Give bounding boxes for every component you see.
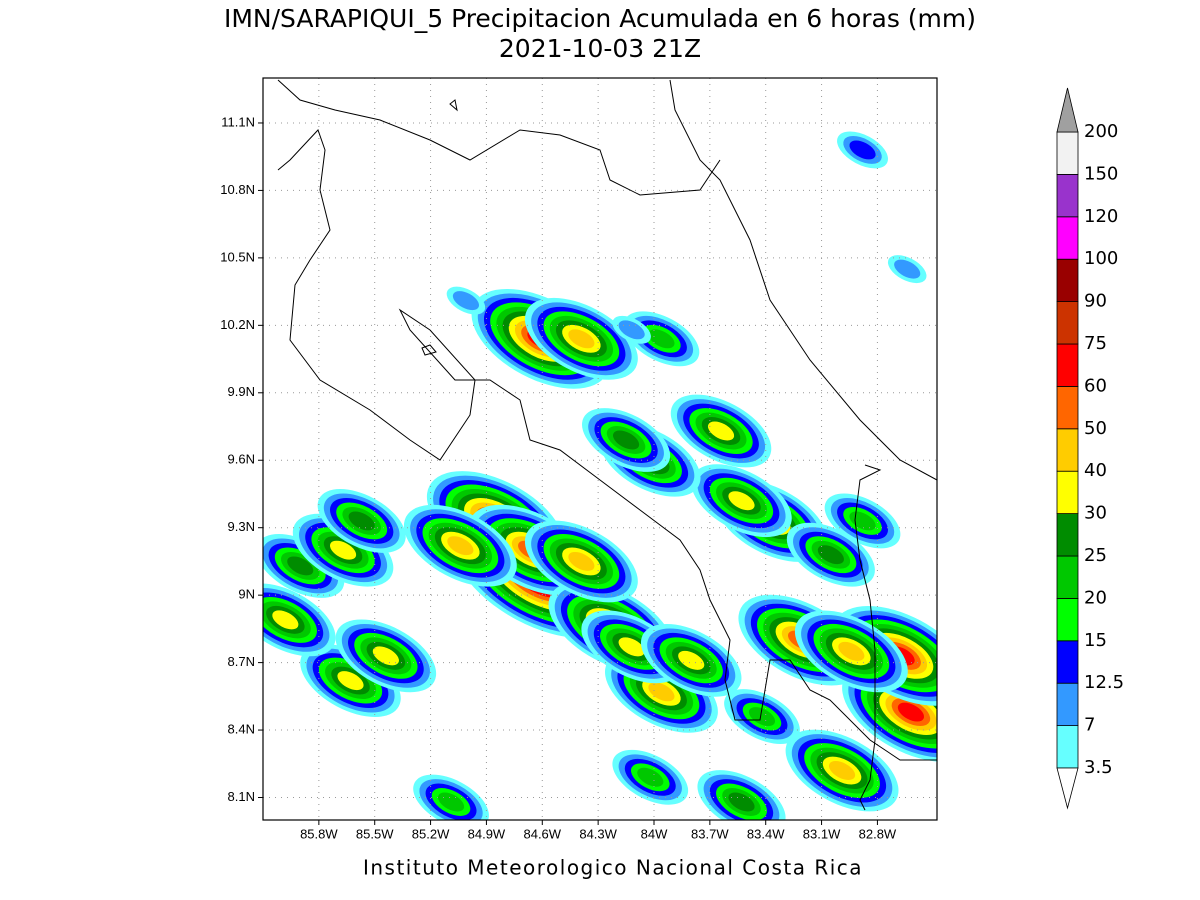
colorbar-label: 50 [1084, 418, 1107, 439]
precip-cell [648, 329, 675, 349]
precip-cell [849, 140, 876, 160]
island [449, 99, 458, 112]
x-tick-label: 82.8W [859, 826, 897, 841]
y-tick-label: 9.3N [228, 519, 255, 534]
y-tick-label: 10.2N [220, 317, 255, 332]
precip-cell [337, 671, 364, 691]
colorbar-band [1056, 640, 1079, 684]
colorbar-label: 120 [1084, 206, 1118, 227]
subtitle: 2021-10-03 21Z [499, 34, 701, 63]
colorbar-label: 90 [1084, 291, 1107, 312]
coastlines [277, 79, 937, 811]
precip-cell [329, 540, 357, 560]
map-frame [262, 77, 938, 821]
colorbar-band [1056, 173, 1079, 218]
colorbar-band [1056, 428, 1079, 472]
precip-cell [348, 511, 375, 531]
precip-cell [817, 545, 844, 565]
colorbar-band [1056, 385, 1079, 430]
precip-cell [838, 641, 865, 661]
colorbar-label: 12.5 [1084, 672, 1124, 693]
y-tick-label: 10.8N [220, 182, 255, 197]
colorbar-label: 30 [1084, 503, 1107, 524]
x-tick-label: 83.1W [803, 826, 841, 841]
precip-cell [372, 646, 399, 666]
colorbar-label: 100 [1084, 248, 1118, 269]
precip-cell [437, 792, 465, 812]
colorbar-label: 3.5 [1084, 757, 1113, 778]
y-tick-label: 9.9N [228, 384, 255, 399]
colorbar-band [1056, 555, 1079, 599]
y-tick-label: 8.4N [228, 721, 255, 736]
colorbar-band [1056, 258, 1079, 303]
colorbar-band [1056, 301, 1079, 345]
colorbar-label: 60 [1084, 375, 1107, 396]
precip-cell [748, 707, 776, 727]
colorbar-label: 200 [1084, 121, 1118, 142]
colorbar-label: 40 [1084, 460, 1107, 481]
x-tick-label: 83.4W [747, 826, 785, 841]
precip-cell [648, 682, 675, 702]
y-tick-label: 8.7N [228, 654, 255, 669]
precip-cell [637, 767, 664, 787]
colorbar-over [1056, 87, 1079, 133]
y-tick-label: 9.6N [228, 452, 255, 467]
x-tick-label: 84W [641, 826, 668, 841]
colorbar-under [1056, 767, 1079, 810]
precip-cell [287, 556, 314, 576]
panama-border [854, 464, 882, 811]
precip-cell [728, 792, 755, 812]
colorbar-band [1056, 131, 1079, 175]
colorbar-label: 15 [1084, 630, 1107, 651]
x-tick-label: 84.6W [523, 826, 561, 841]
precip-cell [612, 430, 640, 450]
x-tick-label: 85.8W [300, 826, 338, 841]
colorbar-band [1056, 725, 1079, 769]
precip-cell [452, 291, 480, 311]
y-tick-label: 10.5N [220, 249, 255, 264]
colorbar: 3.5 7 12.5 15 20 25 30 40 50 60 75 90 100 120 150 200 [1056, 87, 1124, 810]
colorbar-band [1056, 216, 1079, 260]
precip-cell [828, 761, 856, 781]
precip-cell [618, 320, 645, 340]
x-tick-label: 84.3W [579, 826, 617, 841]
x-tick-label: 85.2W [412, 826, 450, 841]
colorbar-label: 150 [1084, 163, 1118, 184]
title: IMN/SARAPIQUI_5 Precipitacion Acumulada … [224, 4, 976, 33]
x-tick-label: 85.5W [356, 826, 394, 841]
x-tick-label: 83.7W [691, 826, 729, 841]
y-tick-label: 11.1N [221, 114, 255, 129]
footer: Instituto Meteorologico Nacional Costa R… [363, 856, 863, 880]
colorbar-band [1056, 343, 1079, 387]
island [421, 344, 437, 356]
colorbar-band [1056, 682, 1079, 727]
y-tick-label: 9N [238, 587, 255, 602]
caribbean-coast [669, 79, 937, 481]
colorbar-band [1056, 470, 1079, 515]
precip-cell [618, 637, 645, 657]
precip-cell [728, 491, 755, 511]
precip-cell [897, 702, 925, 722]
colorbar-label: 7 [1084, 715, 1095, 736]
colorbar-band [1056, 598, 1079, 642]
y-tick-label: 8.1N [228, 789, 255, 804]
precip-cell [568, 329, 595, 349]
precip-cell [568, 551, 595, 571]
x-tick-label: 84.9W [468, 826, 506, 841]
colorbar-band [1056, 513, 1079, 557]
precip-cell [272, 610, 299, 630]
precip-cell [447, 536, 474, 556]
nicaragua-border [277, 79, 721, 196]
precip-layer [263, 131, 937, 820]
precip-cell [707, 421, 735, 441]
colorbar-label: 20 [1084, 587, 1107, 608]
colorbar-label: 25 [1084, 545, 1107, 566]
precip-cell [678, 650, 705, 670]
precip-cell [894, 259, 921, 279]
pacific-coast [277, 129, 937, 761]
colorbar-label: 75 [1084, 333, 1107, 354]
